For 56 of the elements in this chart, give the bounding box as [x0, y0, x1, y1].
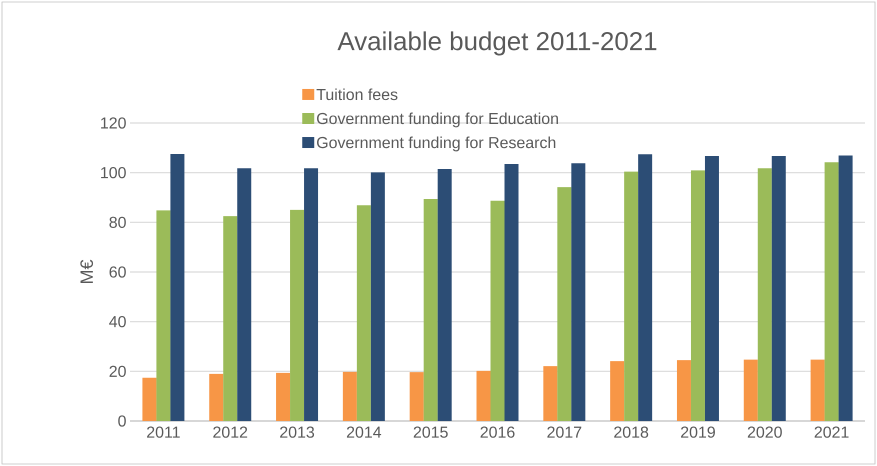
bar: [704, 156, 719, 421]
x-tick-label: 2021: [814, 426, 849, 438]
x-tick-label: 2015: [414, 426, 448, 438]
bar: [370, 172, 385, 421]
bar: [410, 372, 424, 421]
x-tick-label: 2016: [480, 426, 515, 438]
bar: [156, 210, 170, 421]
legend-label: Tuition fees: [316, 88, 398, 100]
bar: [838, 156, 853, 421]
bar: [170, 154, 184, 421]
bar: [638, 154, 652, 421]
bar: [571, 163, 586, 421]
y-tick-label: 80: [109, 216, 126, 228]
bar: [758, 168, 772, 421]
y-axis-title: M€: [80, 260, 94, 283]
bar: [142, 378, 156, 421]
bar: [676, 360, 691, 421]
chart-title: Available budget 2011-2021: [337, 31, 656, 56]
x-tick-label: 2012: [213, 426, 248, 438]
bar: [438, 168, 452, 421]
bar: [276, 372, 290, 421]
bar: [342, 372, 357, 421]
bar: [304, 168, 318, 421]
bar: [290, 210, 304, 421]
y-tick-label: 40: [109, 316, 126, 328]
bar: [356, 205, 371, 421]
x-tick-label: 2018: [614, 426, 648, 438]
bar: [543, 366, 558, 421]
bar: [772, 156, 786, 421]
bar: [624, 172, 638, 421]
bar: [424, 198, 438, 421]
bar: [744, 360, 758, 421]
bar: [476, 370, 491, 421]
bar: [610, 361, 624, 421]
x-tick-label: 2011: [147, 426, 180, 438]
y-tick-label: 0: [118, 415, 126, 427]
bar: [690, 170, 705, 421]
bar: [810, 360, 825, 421]
legend-label: Government funding for Research: [317, 136, 556, 152]
y-tick-label: 120: [101, 117, 126, 129]
bar: [504, 164, 519, 421]
y-tick-label: 60: [110, 266, 126, 278]
y-tick-label: 100: [101, 167, 126, 178]
bar: [209, 374, 224, 421]
legend-label: Government funding for Education: [317, 112, 558, 128]
bar: [237, 168, 252, 421]
bar: [223, 216, 238, 421]
x-tick-label: 2014: [346, 426, 382, 438]
x-tick-label: 2013: [280, 426, 314, 438]
bar: [557, 187, 572, 421]
x-tick-label: 2019: [681, 426, 715, 438]
x-tick-label: 2017: [547, 426, 582, 438]
y-tick-label: 20: [110, 366, 126, 377]
x-tick-label: 2020: [748, 426, 782, 438]
bar: [490, 200, 505, 421]
bar: [824, 162, 839, 421]
